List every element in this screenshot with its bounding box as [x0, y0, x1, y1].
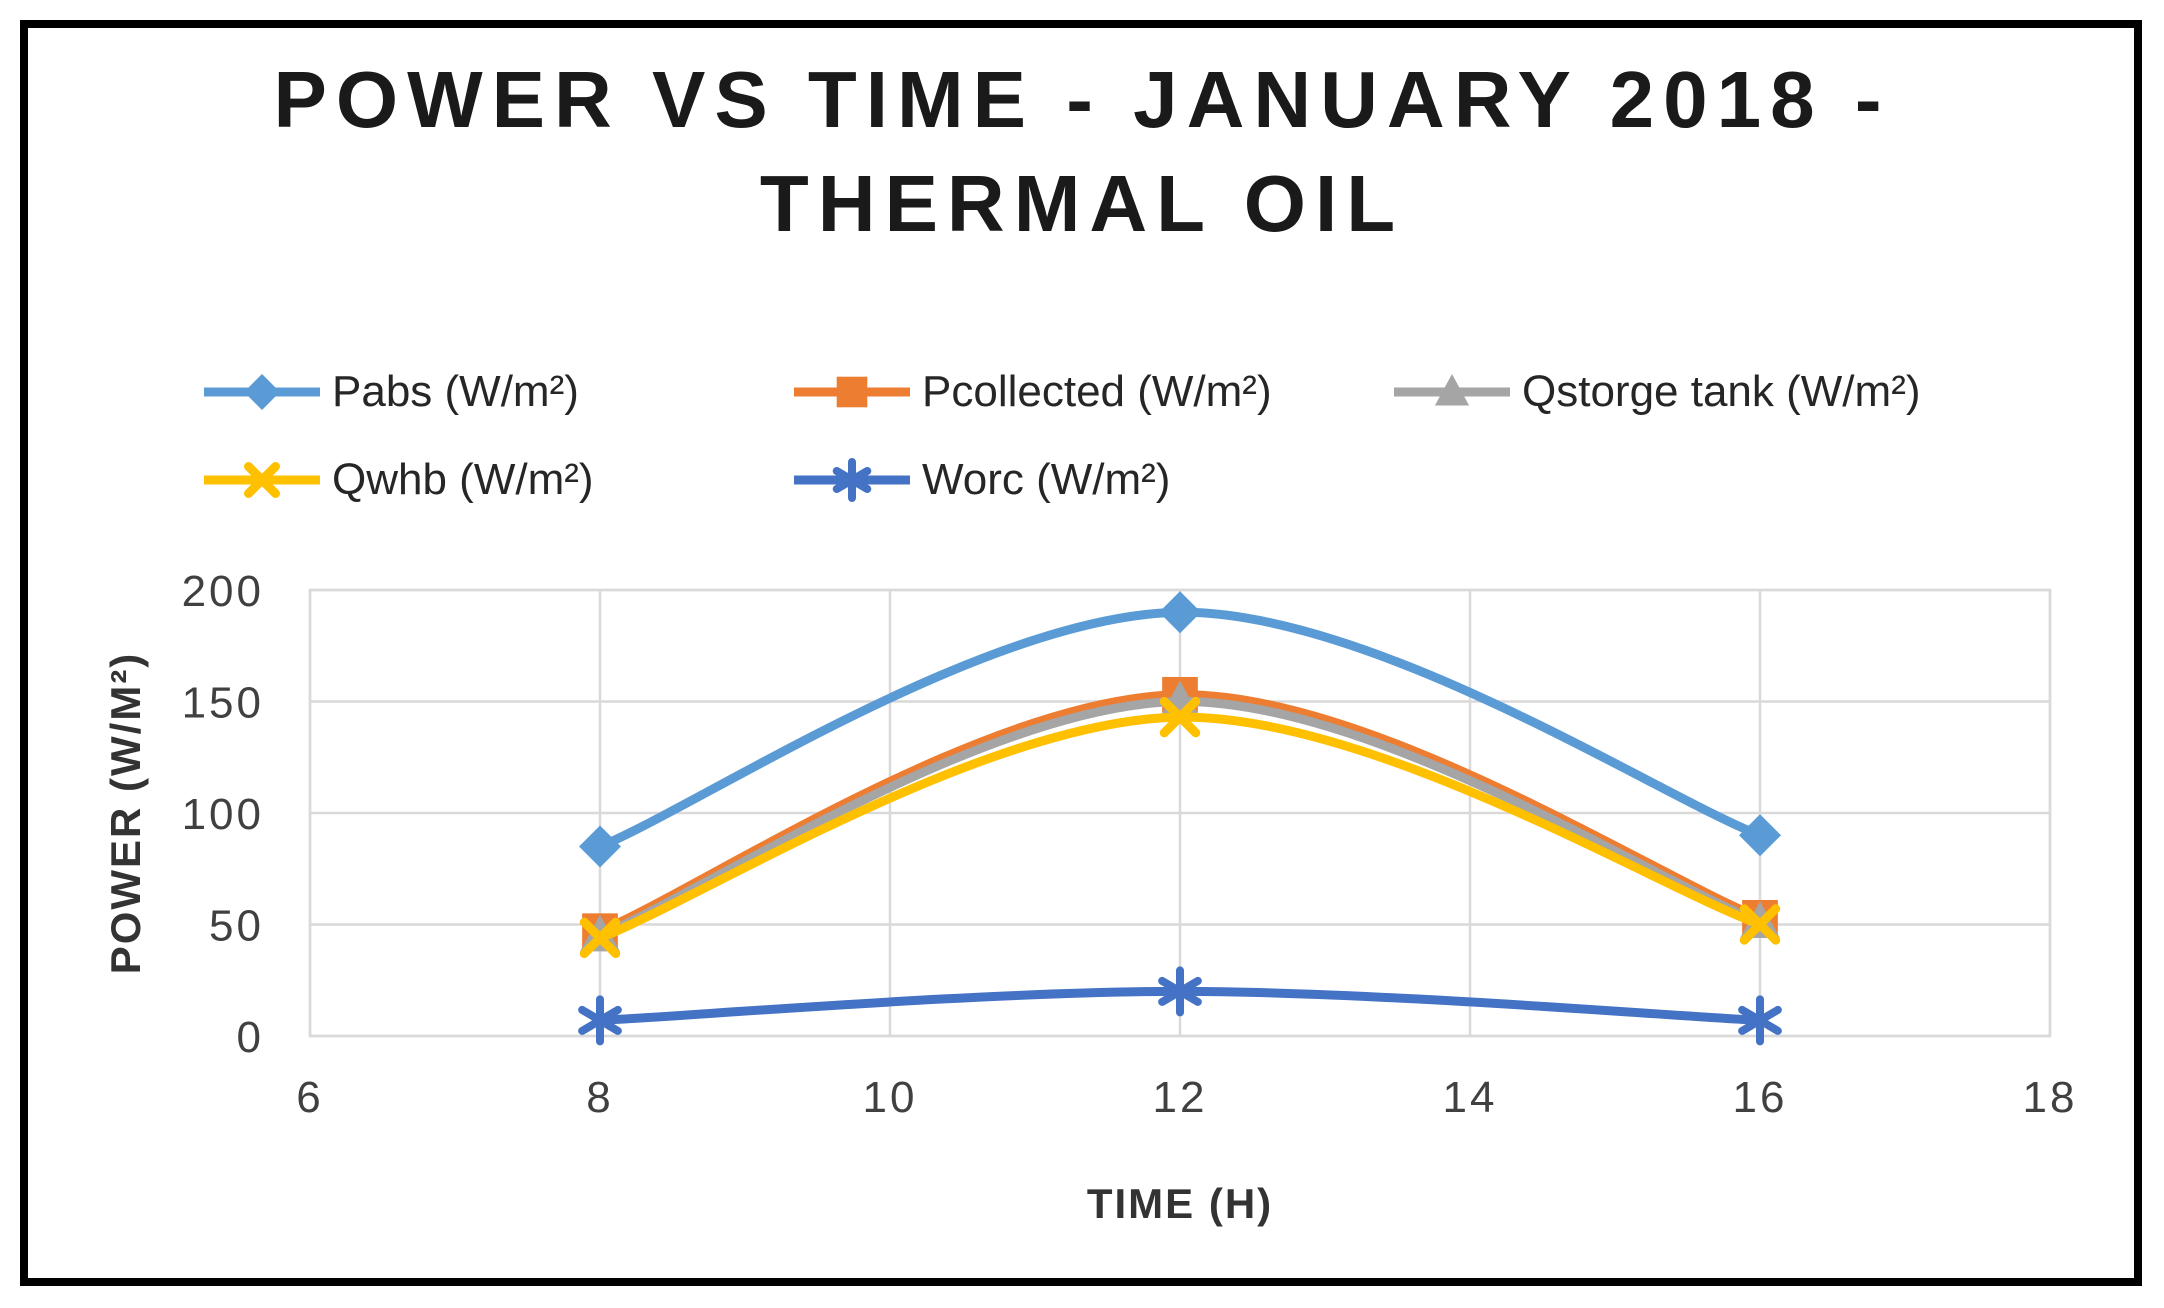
square-marker-icon — [836, 376, 868, 408]
x-tick-label: 12 — [1153, 1073, 1208, 1122]
x-tick-label: 10 — [863, 1073, 918, 1122]
diamond-legend-marker-icon — [204, 374, 320, 410]
legend-label: Worc (W/m²) — [922, 455, 1171, 504]
x-tick-label: 6 — [296, 1073, 323, 1122]
triangle-marker-icon — [1434, 374, 1470, 406]
y-tick-label: 200 — [182, 567, 264, 616]
legend-item: Worc (W/m²) — [790, 454, 1170, 506]
data-series — [578, 591, 1782, 1046]
chart-title: POWER VS TIME - JANUARY 2018 - THERMAL O… — [0, 48, 2164, 256]
series-line — [579, 591, 1781, 868]
legend-label: Qwhb (W/m²) — [332, 455, 594, 504]
chart-title-line-1: POWER VS TIME - JANUARY 2018 - — [273, 55, 1891, 144]
x-tick-label: 18 — [2023, 1073, 2078, 1122]
asterisk-marker-icon — [1158, 966, 1202, 1017]
triangle-legend-marker-icon — [1394, 374, 1510, 406]
y-tick-label: 50 — [209, 902, 264, 951]
x-tick-label: 8 — [586, 1073, 613, 1122]
legend-marker-line — [204, 374, 320, 410]
diamond-marker-icon — [1739, 814, 1781, 857]
x-marker-icon — [1739, 904, 1781, 945]
x-tick-label: 16 — [1733, 1073, 1788, 1122]
y-axis-title: POWER (W/M²) — [102, 652, 149, 975]
plot-border — [308, 588, 2052, 1038]
outer-border-frame — [20, 20, 2142, 1286]
diamond-marker-icon — [579, 825, 621, 868]
legend-marker-line — [1394, 374, 1510, 406]
diamond-marker-icon — [1159, 591, 1201, 634]
legend-item: Qstorge tank (W/m²) — [1390, 366, 1921, 418]
asterisk-marker-icon — [1738, 995, 1782, 1046]
asterisk-legend-marker-icon — [794, 458, 910, 502]
y-tick-label: 0 — [237, 1013, 264, 1062]
square-legend-marker-icon — [794, 376, 910, 408]
series-line — [579, 696, 1781, 959]
asterisk-marker-icon — [832, 458, 872, 502]
series-line — [578, 966, 1782, 1046]
y-tick-label: 100 — [182, 790, 264, 839]
legend-item: Pabs (W/m²) — [200, 366, 579, 418]
y-tick-label: 150 — [182, 679, 264, 728]
diamond-marker-icon — [244, 374, 280, 410]
legend-item: Pcollected (W/m²) — [790, 366, 1272, 418]
legend-label: Qstorge tank (W/m²) — [1522, 367, 1921, 416]
axis-tick-labels: 6 8 10 12 14 16 18 0 50 100 150 200 — [182, 567, 2078, 1122]
chart-title-line-2: THERMAL OIL — [759, 159, 1405, 248]
legend-marker-line — [794, 376, 910, 408]
x-tick-label: 14 — [1443, 1073, 1498, 1122]
x-axis-title: TIME (H) — [1087, 1180, 1273, 1227]
legend-label: Pabs (W/m²) — [332, 367, 579, 416]
legend-label: Pcollected (W/m²) — [922, 367, 1272, 416]
x-marker-icon — [1159, 696, 1201, 738]
x-legend-marker-icon — [204, 462, 320, 498]
legend-marker-line — [794, 458, 910, 502]
x-marker-icon — [244, 462, 280, 498]
asterisk-marker-icon — [578, 995, 622, 1046]
legend-item: Qwhb (W/m²) — [200, 454, 594, 506]
x-marker-icon — [579, 917, 621, 959]
legend-marker-line — [204, 462, 320, 498]
